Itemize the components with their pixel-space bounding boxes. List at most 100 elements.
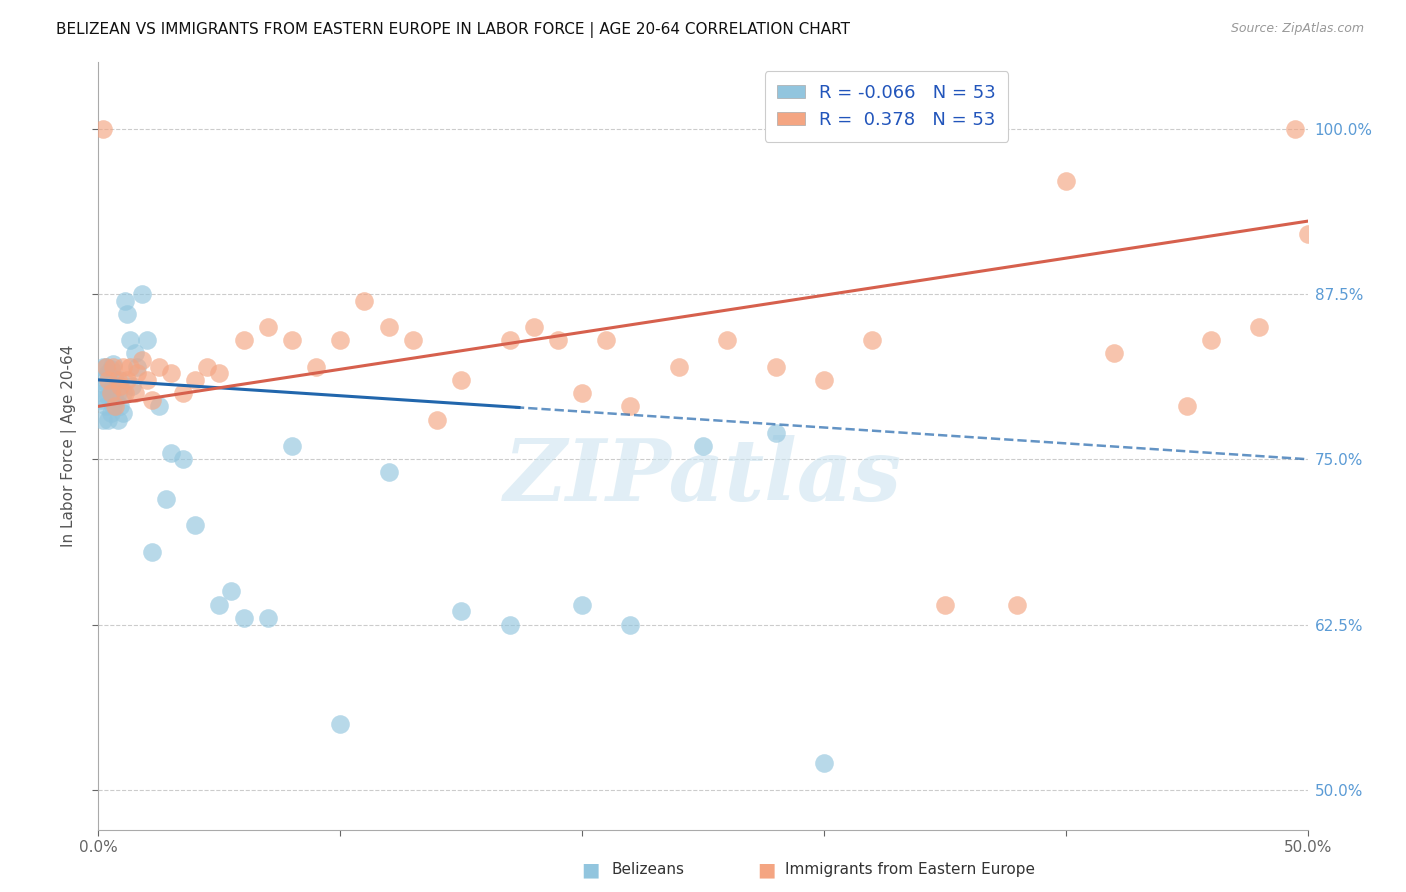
Point	[121, 379, 143, 393]
Point	[329, 333, 352, 347]
Point	[195, 359, 218, 374]
Point	[256, 320, 278, 334]
Text: ■: ■	[581, 860, 600, 880]
Point	[172, 452, 194, 467]
Point	[208, 366, 231, 380]
Point	[498, 617, 520, 632]
Point	[114, 293, 136, 308]
Point	[97, 412, 120, 426]
Point	[232, 611, 254, 625]
Point	[135, 333, 157, 347]
Point	[127, 359, 149, 374]
Point	[305, 359, 328, 374]
Point	[281, 333, 304, 347]
Point	[450, 604, 472, 618]
Point	[353, 293, 375, 308]
Point	[1007, 598, 1029, 612]
Y-axis label: In Labor Force | Age 20-64: In Labor Force | Age 20-64	[60, 345, 77, 547]
Text: Immigrants from Eastern Europe: Immigrants from Eastern Europe	[785, 863, 1035, 877]
Legend: R = -0.066   N = 53, R =  0.378   N = 53: R = -0.066 N = 53, R = 0.378 N = 53	[765, 71, 1008, 142]
Point	[813, 756, 835, 771]
Point	[91, 359, 114, 374]
Point	[91, 386, 114, 401]
Point	[208, 598, 231, 612]
Point	[114, 386, 136, 401]
Point	[131, 353, 153, 368]
Point	[595, 333, 617, 347]
Point	[172, 386, 194, 401]
Point	[1199, 333, 1222, 347]
Point	[90, 392, 112, 407]
Point	[450, 373, 472, 387]
Point	[148, 400, 170, 414]
Point	[100, 386, 122, 401]
Point	[111, 386, 134, 401]
Point	[104, 392, 127, 407]
Point	[619, 400, 641, 414]
Point	[101, 357, 124, 371]
Point	[107, 412, 129, 426]
Point	[232, 333, 254, 347]
Point	[118, 359, 141, 374]
Point	[377, 466, 399, 480]
Point	[523, 320, 546, 334]
Point	[118, 333, 141, 347]
Point	[765, 359, 787, 374]
Point	[1102, 346, 1125, 360]
Point	[108, 400, 131, 414]
Point	[716, 333, 738, 347]
Point	[141, 392, 163, 407]
Point	[101, 359, 124, 374]
Point	[135, 373, 157, 387]
Point	[256, 611, 278, 625]
Point	[101, 379, 124, 393]
Point	[1249, 320, 1271, 334]
Point	[111, 406, 134, 420]
Point	[141, 545, 163, 559]
Point	[100, 386, 122, 401]
Point	[547, 333, 569, 347]
Point	[184, 373, 207, 387]
Point	[668, 359, 690, 374]
Point	[1296, 227, 1319, 242]
Point	[117, 373, 139, 387]
Point	[160, 445, 183, 459]
Point	[160, 366, 183, 380]
Point	[108, 373, 131, 387]
Point	[571, 386, 593, 401]
Point	[100, 406, 122, 420]
Point	[94, 379, 117, 393]
Point	[91, 121, 114, 136]
Point	[107, 386, 129, 401]
Point	[426, 412, 449, 426]
Point	[329, 716, 352, 731]
Point	[571, 598, 593, 612]
Point	[1175, 400, 1198, 414]
Text: Source: ZipAtlas.com: Source: ZipAtlas.com	[1230, 22, 1364, 36]
Point	[221, 584, 243, 599]
Point	[124, 346, 146, 360]
Point	[402, 333, 425, 347]
Point	[101, 400, 124, 414]
Point	[97, 366, 120, 380]
Point	[104, 400, 127, 414]
Point	[94, 359, 117, 374]
Point	[498, 333, 520, 347]
Point	[148, 359, 170, 374]
Point	[127, 366, 149, 380]
Point	[184, 518, 207, 533]
Point	[104, 373, 127, 387]
Text: ■: ■	[756, 860, 776, 880]
Point	[281, 439, 304, 453]
Point	[111, 359, 134, 374]
Point	[813, 373, 835, 387]
Point	[97, 389, 120, 403]
Point	[155, 491, 177, 506]
Point	[860, 333, 883, 347]
Point	[124, 386, 146, 401]
Point	[131, 286, 153, 301]
Point	[692, 439, 714, 453]
Point	[90, 373, 112, 387]
Point	[765, 425, 787, 440]
Text: BELIZEAN VS IMMIGRANTS FROM EASTERN EUROPE IN LABOR FORCE | AGE 20-64 CORRELATIO: BELIZEAN VS IMMIGRANTS FROM EASTERN EURO…	[56, 22, 851, 38]
